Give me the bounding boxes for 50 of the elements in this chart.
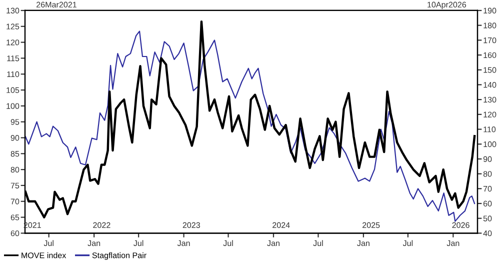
y-tick-label: 75	[10, 182, 20, 188]
y2-tick-label: 180	[484, 22, 496, 28]
y-tick-label: 95	[10, 119, 20, 125]
x-tick-label: Jan	[446, 240, 460, 246]
x2-tick-label: 2024	[272, 222, 290, 228]
y-tick-label: 65	[10, 214, 20, 220]
y2-tick-label: 70	[483, 186, 492, 192]
x-tick-label: Jan	[177, 240, 190, 246]
x-tick-label: Jul	[402, 240, 413, 246]
text: 10Apr2026	[428, 2, 466, 10]
y2-tick-label: 120	[484, 112, 496, 118]
y2-tick-label: 60	[483, 200, 492, 206]
y-tick-label: 120	[6, 40, 20, 46]
y-tick-label: 105	[6, 87, 20, 94]
legend-label: Stagflation Pair	[92, 252, 146, 260]
x-tick-label: Jan	[357, 240, 370, 246]
x2-tick-label: 2022	[93, 222, 110, 228]
y-tick-label: 130	[6, 8, 20, 14]
y-tick-label: 60	[10, 230, 20, 236]
y-tick-label: 100	[6, 103, 20, 109]
x-tick-label: Jul	[134, 240, 144, 246]
y2-tick-label: 160	[484, 52, 496, 58]
x-tick-label: Jan	[88, 240, 100, 246]
y-tick-label: 90	[10, 135, 20, 141]
y2-tick-label: 50	[483, 216, 492, 222]
y2-tick-label: 90	[483, 156, 492, 162]
y2-tick-label: 80	[483, 171, 492, 177]
x-tick-label: Jul	[44, 240, 54, 246]
x-tick-label: Jul	[223, 240, 233, 246]
x2-tick-label: 2026	[452, 222, 470, 228]
y2-tick-label: 150	[484, 67, 496, 73]
y-tick-label: 115	[7, 56, 20, 62]
y-tick-label: 125	[6, 24, 20, 30]
x-tick-label: Jan	[267, 240, 280, 246]
y2-tick-label: 190	[484, 8, 496, 14]
legend-label: MOVE index	[22, 252, 66, 258]
y2-tick-label: 170	[484, 37, 496, 44]
y-tick-label: 85	[10, 150, 20, 157]
y-tick-label: 80	[10, 166, 20, 173]
text: 26Mar2021	[36, 2, 76, 8]
y2-tick-label: 140	[484, 82, 496, 88]
y2-tick-label: 100	[484, 141, 496, 148]
y2-tick-label: 130	[484, 96, 496, 103]
y-tick-label: 70	[10, 198, 20, 204]
x-tick-label: Jul	[313, 240, 323, 246]
y2-tick-label: 40	[483, 230, 492, 236]
x2-tick-label: 2023	[182, 222, 200, 228]
y2-tick-label: 110	[484, 126, 496, 132]
x2-tick-label: 2025	[362, 222, 380, 228]
y-tick-label: 110	[7, 71, 20, 78]
